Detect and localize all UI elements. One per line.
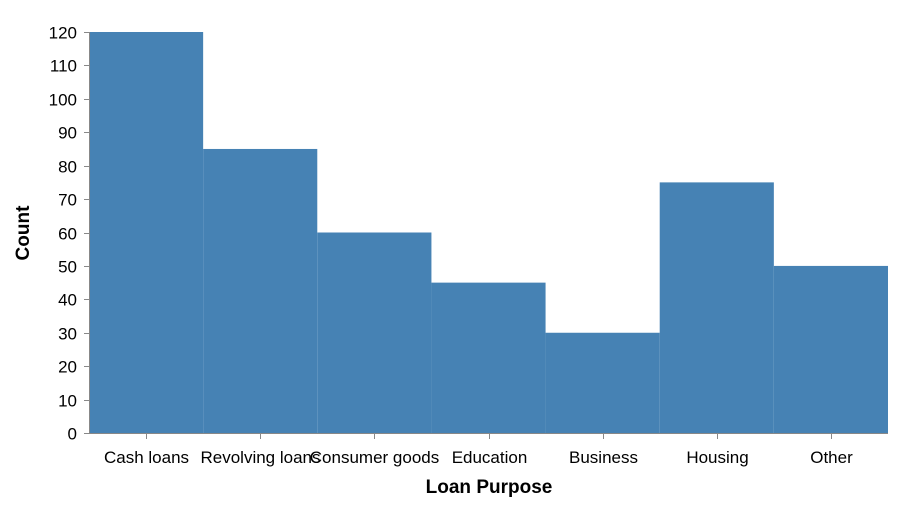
bars-group: [89, 32, 888, 434]
bar-0: [89, 32, 204, 433]
bar-5: [659, 182, 774, 434]
y-tick-label-8: 80: [58, 158, 77, 177]
y-tick-label-1: 10: [58, 392, 77, 411]
y-tick-label-2: 20: [58, 358, 77, 377]
y-tick-label-3: 30: [58, 325, 77, 344]
x-tick-label-5: Housing: [686, 448, 748, 467]
y-tick-label-9: 90: [58, 124, 77, 143]
y-tick-label-4: 40: [58, 291, 77, 310]
y-axis-title: Count: [13, 205, 34, 261]
y-tick-label-7: 70: [58, 191, 77, 210]
x-tick-label-3: Education: [452, 448, 528, 467]
bar-3: [431, 282, 546, 434]
y-axis: 0 10 20 30 40 50 60 70 80 90 100 110 120: [49, 24, 90, 444]
x-tick-label-2: Consumer goods: [310, 448, 439, 467]
bar-6: [773, 265, 888, 433]
y-tick-label-10: 100: [49, 91, 77, 110]
x-tick-label-0: Cash loans: [104, 448, 189, 467]
bar-4: [545, 332, 660, 433]
y-tick-label-5: 50: [58, 258, 77, 277]
x-axis-title: Loan Purpose: [426, 477, 553, 498]
y-tick-label-0: 0: [68, 425, 77, 444]
bar-1: [203, 148, 318, 433]
bar-2: [317, 232, 432, 433]
y-tick-label-6: 60: [58, 225, 77, 244]
x-tick-label-4: Business: [569, 448, 638, 467]
y-tick-label-12: 120: [49, 24, 77, 43]
y-tick-label-11: 110: [50, 57, 77, 76]
x-tick-label-6: Other: [810, 448, 853, 467]
x-tick-label-1: Revolving loans: [200, 448, 320, 467]
